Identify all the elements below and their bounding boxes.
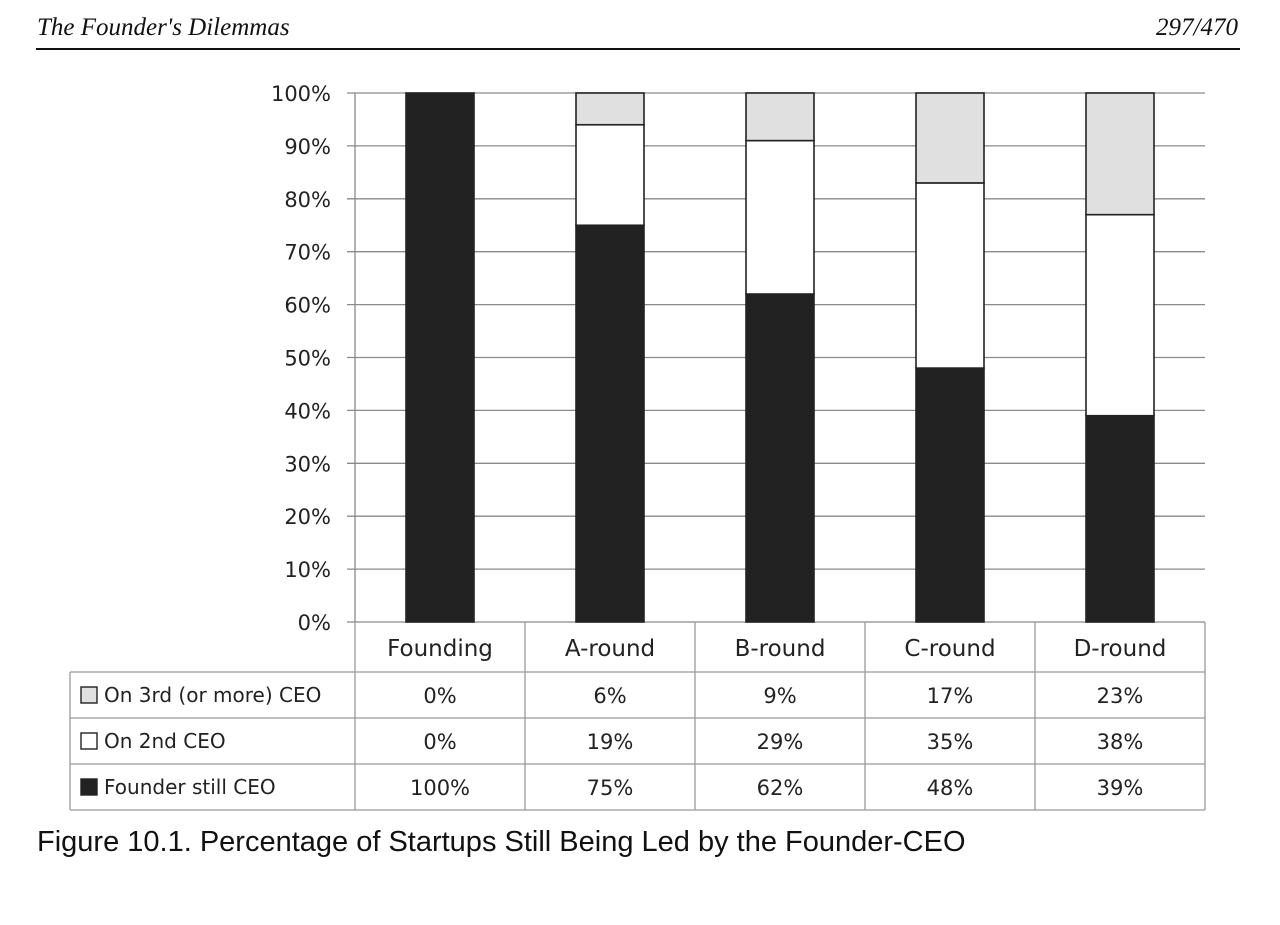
table-cell-value: 75% xyxy=(587,776,634,800)
bar-segment xyxy=(915,182,985,369)
bar-segment xyxy=(915,92,985,184)
table-cell-value: 29% xyxy=(757,730,804,754)
category-label: B-round xyxy=(735,636,826,662)
bar-segment xyxy=(1085,92,1155,216)
y-tick-label: 40% xyxy=(284,399,331,423)
y-tick-label: 30% xyxy=(284,452,331,476)
y-tick-label: 90% xyxy=(284,135,331,159)
table-cell-value: 35% xyxy=(927,730,974,754)
y-tick-label: 50% xyxy=(284,347,331,371)
category-label: Founding xyxy=(387,636,493,662)
legend-label: Founder still CEO xyxy=(104,775,276,799)
bar-segment xyxy=(575,123,645,227)
bar-segment xyxy=(745,139,815,295)
legend-key xyxy=(80,732,98,750)
y-tick-label: 60% xyxy=(284,294,331,318)
y-axis-tick-labels: 0% 10% 20% 30% 40% 50% 60% 70% 80% 90% 100% xyxy=(271,82,331,635)
y-tick-label: 0% xyxy=(298,611,331,635)
legend-label: On 3rd (or more) CEO xyxy=(104,683,321,707)
bar-segment xyxy=(745,293,815,623)
bar-segment xyxy=(915,367,985,623)
legend-key xyxy=(80,686,98,704)
y-tick-label: 20% xyxy=(284,505,331,529)
table-cell-value: 48% xyxy=(927,776,974,800)
bar-segment xyxy=(575,224,645,623)
table-cell-value: 100% xyxy=(410,776,470,800)
y-tick-label: 100% xyxy=(271,82,331,106)
y-tick-label: 70% xyxy=(284,241,331,265)
page-number: 297/470 xyxy=(1156,14,1238,41)
table-cell-value: 19% xyxy=(587,730,634,754)
bar-segment xyxy=(745,92,815,142)
table-cell-value: 62% xyxy=(757,776,804,800)
category-label: D-round xyxy=(1074,636,1167,662)
category-label: C-round xyxy=(904,636,995,662)
bar-segment xyxy=(575,92,645,126)
data-table: Founding A-round B-round C-round D-round On 3… xyxy=(69,622,1206,811)
bars xyxy=(405,92,1155,623)
table-cell-value: 0% xyxy=(423,730,456,754)
table-cell-value: 17% xyxy=(927,684,974,708)
table-cell-value: 23% xyxy=(1097,684,1144,708)
figure-caption: Figure 10.1. Percentage of Startups Stil… xyxy=(37,826,966,858)
bar-segment xyxy=(1085,414,1155,623)
table-cell-value: 9% xyxy=(763,684,796,708)
header-rule xyxy=(36,48,1240,50)
table-cell-value: 38% xyxy=(1097,730,1144,754)
legend-key xyxy=(80,778,98,796)
category-label: A-round xyxy=(565,636,655,662)
bar-segment xyxy=(1085,213,1155,417)
book-title: The Founder's Dilemmas xyxy=(37,14,290,41)
table-cell-value: 39% xyxy=(1097,776,1144,800)
y-tick-label: 80% xyxy=(284,188,331,212)
table-cell-value: 0% xyxy=(423,684,456,708)
y-tick-label: 10% xyxy=(284,558,331,582)
stacked-bar-chart: 0% 10% 20% 30% 40% 50% 60% 70% 80% 90% 100% Foundi… xyxy=(69,82,1206,811)
bar-segment xyxy=(405,92,475,623)
legend-label: On 2nd CEO xyxy=(104,729,226,753)
table-cell-value: 6% xyxy=(593,684,626,708)
